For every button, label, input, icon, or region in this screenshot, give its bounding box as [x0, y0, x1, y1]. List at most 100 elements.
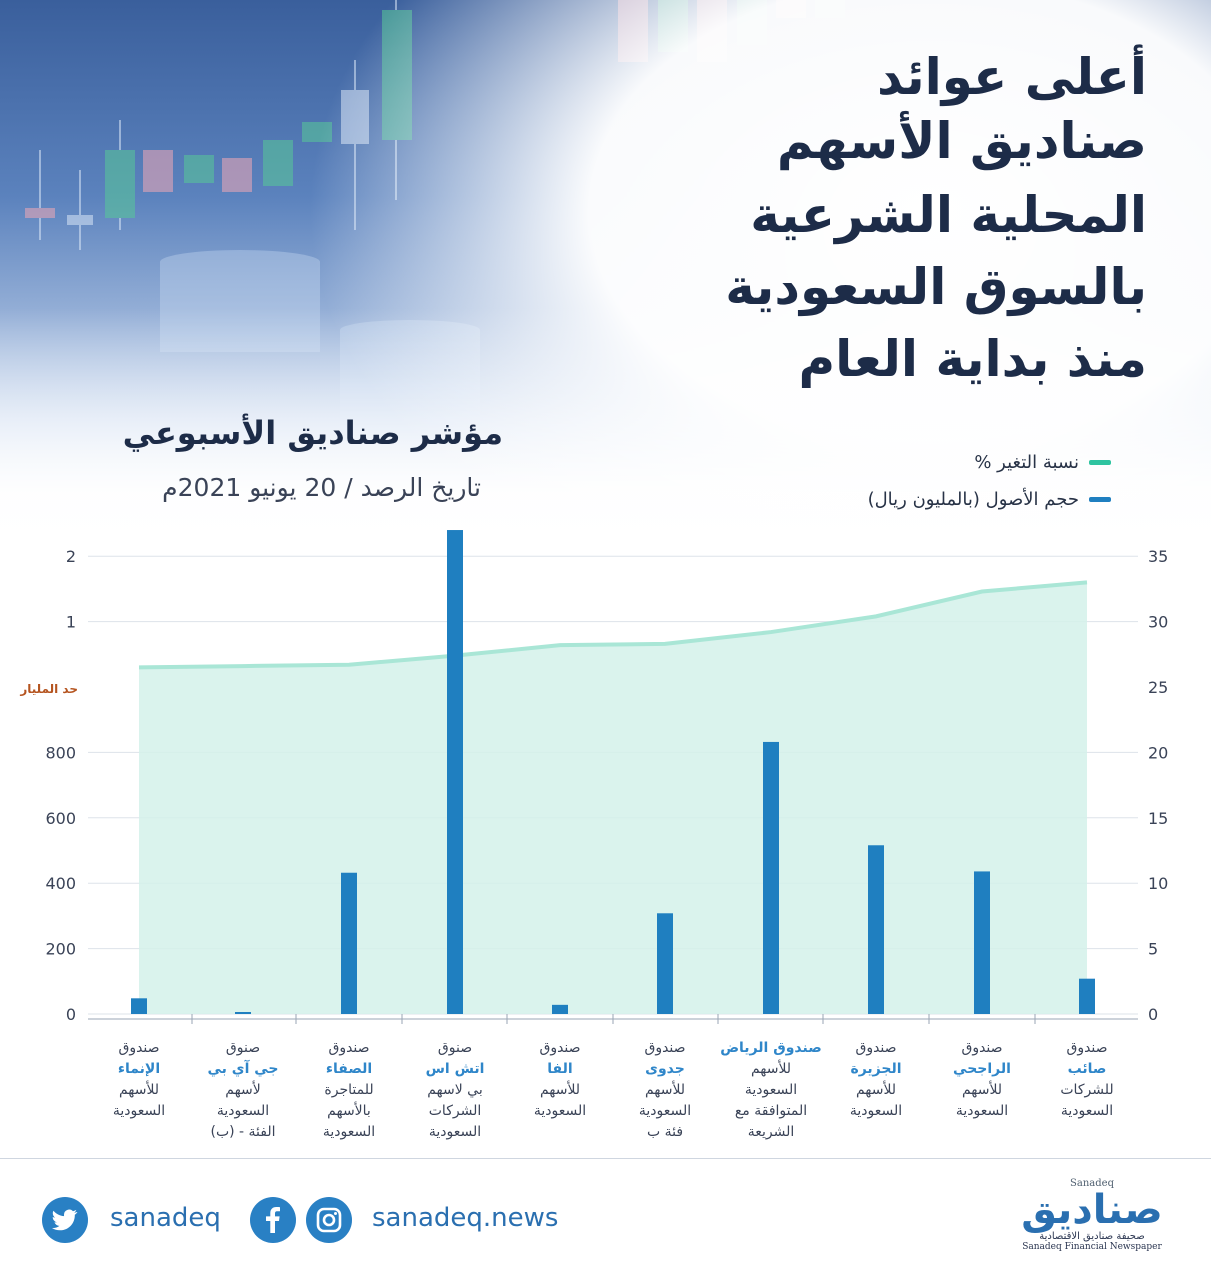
category-label: صندوق الراجحي للأسهم السعودية [928, 1038, 1036, 1122]
change-line [138, 580, 1088, 670]
right-tick-label: 20 [1148, 743, 1168, 762]
asset-bar [974, 871, 990, 1014]
category-label: صنوق جي آي بي لأسهم السعودية الفئة - (ب) [189, 1038, 297, 1143]
fund-label-line: للشركات [1060, 1082, 1114, 1098]
website-handle[interactable]: sanadeq.news [372, 1203, 559, 1233]
legend-item-assets: حجم الأصول (بالمليون ريال) [868, 489, 1111, 510]
fund-label-line: الشريعة [747, 1124, 795, 1140]
fund-label-line: صندوق [539, 1040, 581, 1056]
chart-subtitle: مؤشر صناديق الأسبوعي [122, 414, 503, 452]
category-label: صندوق جدوى للأسهم السعودية فئة ب [611, 1038, 719, 1143]
fund-label-line: صندوق [118, 1040, 160, 1056]
instagram-icon[interactable] [306, 1197, 352, 1243]
category-label: صندوق الصفاء للمتاجرة بالأسهم السعودية [295, 1038, 403, 1143]
left-tick-label: 400 [45, 874, 76, 893]
right-tick-label: 35 [1148, 547, 1168, 566]
fund-label-line: السعودية [112, 1103, 166, 1119]
title-line-2: صناديق الأسهم [776, 112, 1147, 170]
fund-label-line: صندوق [644, 1040, 686, 1056]
fund-name: الإنماء [117, 1061, 161, 1077]
category-label: صندوق صائب للشركات السعودية [1033, 1038, 1141, 1122]
right-axis: 0 5 10 15 20 25 30 35 [1148, 547, 1168, 1024]
left-tick-label: 2 [66, 547, 76, 566]
brand-name: صناديق [1021, 1187, 1163, 1233]
fund-name: جدوى [645, 1061, 685, 1077]
fund-label-line: الفئة - (ب) [210, 1124, 276, 1140]
hero-background [0, 0, 1211, 560]
category-label: صندوق الجزيرة للأسهم السعودية [822, 1038, 930, 1122]
fund-label-line: صندوق [855, 1040, 897, 1056]
left-tick-label: 800 [45, 743, 76, 762]
observation-date: تاريخ الرصد / 20 يونيو 2021م [162, 473, 481, 502]
fund-label-line: بي لاسهم [427, 1082, 483, 1098]
fund-label-line: المتوافقة مع [734, 1103, 808, 1119]
brand-tagline-en: Sanadeq Financial Newspaper [1022, 1242, 1162, 1252]
category-label: صندوق الفا للأسهم السعودية [506, 1038, 614, 1122]
title-line-3: المحلية الشرعية [750, 186, 1147, 244]
fund-label-line: الشركات [428, 1103, 482, 1119]
legend-label-assets: حجم الأصول (بالمليون ريال) [867, 489, 1079, 510]
left-tick-label: 0 [66, 1005, 76, 1024]
fund-label-line: السعودية [955, 1103, 1009, 1119]
right-tick-label: 15 [1148, 809, 1168, 828]
fund-label-line: صندوق [328, 1040, 370, 1056]
fund-label-line: صنوق [437, 1040, 473, 1056]
fund-label-line: السعودية [638, 1103, 692, 1119]
change-area [139, 582, 1087, 1014]
fund-label-line: لأسهم [225, 1082, 261, 1098]
asset-bar [235, 1012, 251, 1014]
fund-label-line: السعودية [744, 1082, 798, 1098]
fund-label-line: صنوق [225, 1040, 261, 1056]
asset-bars [131, 530, 1095, 1014]
fund-name: صندوق الرياض [720, 1040, 822, 1056]
fund-name: الراجحي [953, 1061, 1011, 1077]
legend-swatch-assets [1089, 497, 1111, 502]
fund-label-line: السعودية [216, 1103, 270, 1119]
right-tick-label: 10 [1148, 874, 1168, 893]
twitter-icon[interactable] [42, 1197, 88, 1243]
fund-label-line: صندوق [961, 1040, 1003, 1056]
legend-item-change: نسبة التغير % [974, 452, 1111, 473]
legend-label-change: نسبة التغير % [974, 452, 1079, 473]
fund-name: الجزيرة [850, 1061, 902, 1077]
legend-swatch-change [1089, 460, 1111, 465]
fund-label-line: للأسهم [539, 1082, 581, 1098]
brand-tagline-ar: صحيفة صناديق الاقتصادية [1039, 1231, 1145, 1242]
fund-label-line: السعودية [322, 1124, 376, 1140]
fund-label-line: للأسهم [961, 1082, 1003, 1098]
right-tick-label: 30 [1148, 613, 1168, 632]
title-line-4: بالسوق السعودية [725, 258, 1147, 316]
fund-label-line: السعودية [533, 1103, 587, 1119]
fund-label-line: السعودية [849, 1103, 903, 1119]
asset-bar [763, 741, 779, 1014]
asset-bar [341, 872, 357, 1014]
brand-logo: Sanadeq صناديق صحيفة صناديق الاقتصادية S… [1017, 1178, 1167, 1252]
fund-label-line: السعودية [428, 1124, 482, 1140]
facebook-icon[interactable] [250, 1197, 296, 1243]
category-label: صندوق الرياض للأسهم السعودية المتوافقة مع ال… [717, 1038, 825, 1143]
fund-label-line: صندوق [1066, 1040, 1108, 1056]
asset-bar [868, 845, 884, 1014]
fund-name: الصفاء [325, 1061, 373, 1077]
asset-bar [552, 1004, 568, 1014]
billion-limit-label: حد المليار [19, 682, 78, 696]
twitter-handle[interactable]: sanadeq [110, 1203, 221, 1233]
fund-name: الفا [547, 1061, 573, 1077]
category-label: صنوق اتش اس بي لاسهم الشركات السعودية [401, 1038, 509, 1143]
fund-label-line: فئة ب [646, 1124, 684, 1140]
chart: 0 200 400 600 800 حد المليار 1 2 0 5 10 15 20 25 30 35 [19, 530, 1168, 1024]
left-tick-label: 1 [66, 613, 76, 632]
title-line-1: أعلى عوائد [877, 48, 1147, 106]
title-line-5: منذ بداية العام [798, 330, 1147, 388]
fund-name: اتش اس [425, 1061, 485, 1077]
fund-name: صائب [1067, 1061, 1107, 1077]
left-tick-label: 200 [45, 940, 76, 959]
footer-divider [0, 1158, 1211, 1159]
fund-label-line: السعودية [1060, 1103, 1114, 1119]
fund-label-line: للأسهم [118, 1082, 160, 1098]
asset-bar [131, 998, 147, 1014]
fund-label-line: للأسهم [750, 1061, 792, 1077]
fund-label-line: للأسهم [644, 1082, 686, 1098]
left-tick-label: 600 [45, 809, 76, 828]
hero-fade [0, 0, 1211, 560]
